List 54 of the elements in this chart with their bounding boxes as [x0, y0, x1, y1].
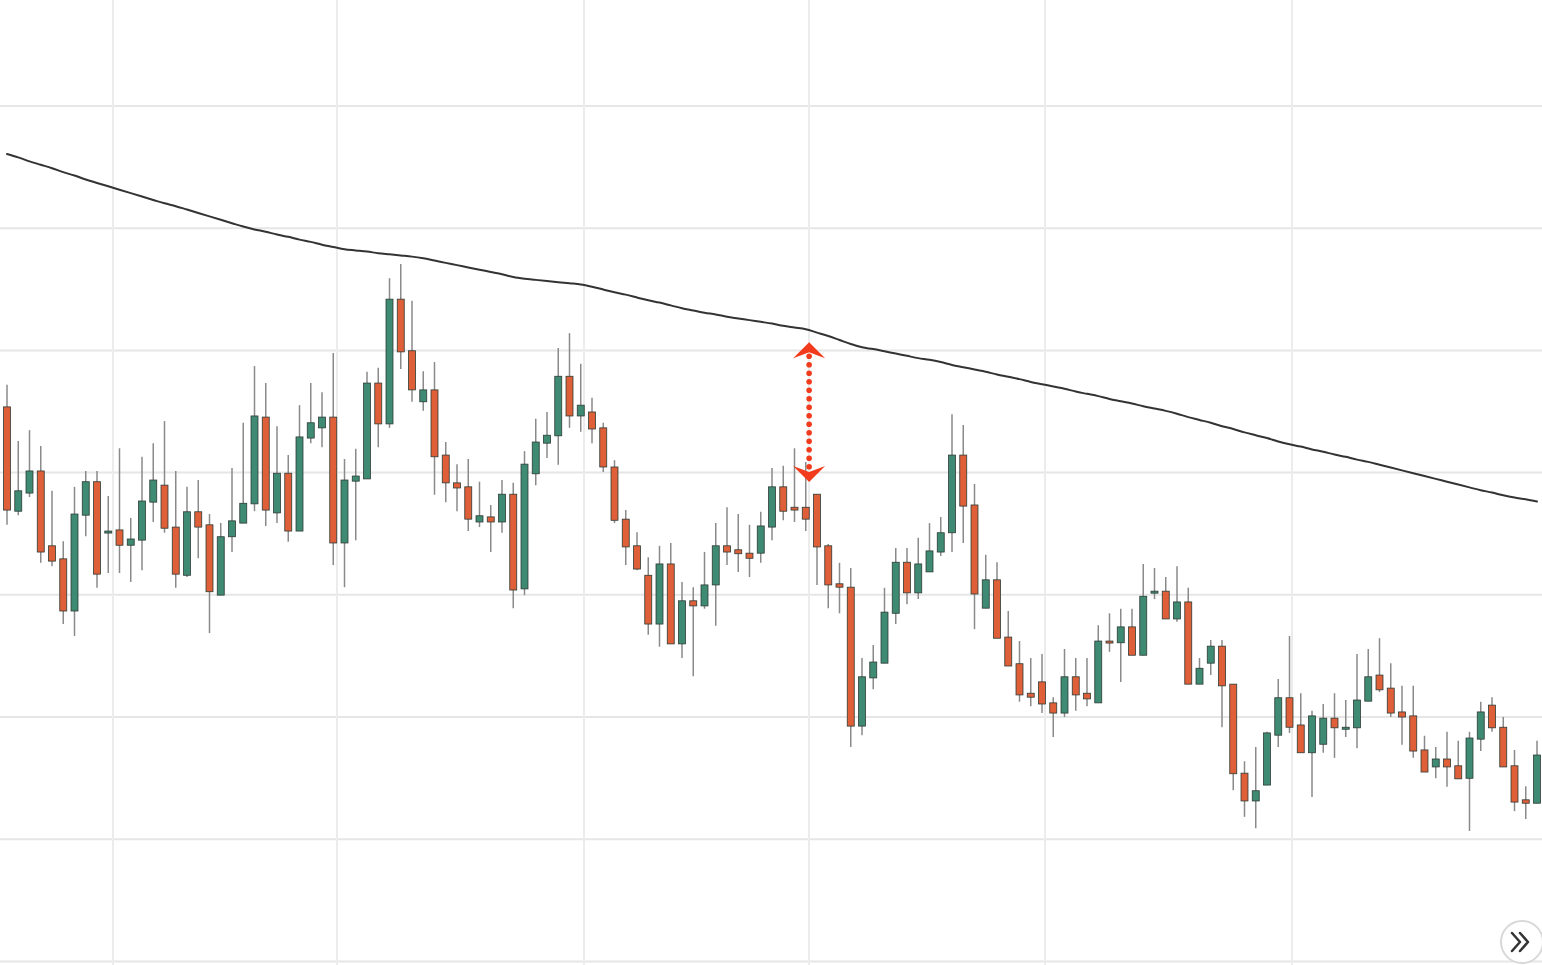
- candlestick: [790, 447, 799, 523]
- candlestick: [1195, 657, 1204, 685]
- candlestick: [1026, 657, 1035, 708]
- candlestick: [48, 490, 56, 567]
- candlestick: [588, 397, 596, 444]
- candlestick: [453, 463, 461, 512]
- candlestick: [1431, 746, 1440, 780]
- candlestick: [1420, 734, 1429, 773]
- candlestick: [734, 513, 743, 573]
- candlestick: [1251, 746, 1260, 829]
- candlestick: [149, 442, 158, 523]
- candlestick: [228, 467, 236, 553]
- candlestick: [1173, 565, 1181, 623]
- candlestick: [104, 495, 113, 574]
- candlestick: [1330, 692, 1339, 759]
- candlestick: [486, 504, 495, 553]
- candlestick: [869, 644, 878, 690]
- candlestick: [633, 531, 641, 571]
- candlestick: [689, 586, 698, 677]
- candlestick: [306, 382, 315, 444]
- candlestick: [1454, 740, 1463, 780]
- candlestick: [126, 517, 135, 583]
- candlestick: [1116, 607, 1125, 683]
- candlestick: [14, 440, 23, 516]
- candlestick: [239, 422, 248, 524]
- candlestick: [723, 506, 731, 566]
- candlestick: [1071, 657, 1080, 712]
- candlestick: [318, 391, 326, 448]
- candlestick: [1206, 639, 1215, 676]
- candlestick: [925, 522, 934, 573]
- candlestick: [25, 429, 34, 498]
- candlestick: [475, 480, 484, 528]
- candlestick: [1083, 657, 1091, 708]
- candlestick: [543, 411, 551, 459]
- candlestick: [936, 516, 945, 557]
- candlestick: [1038, 653, 1046, 714]
- candlestick: [1375, 637, 1384, 693]
- candlestick: [1105, 612, 1114, 653]
- candlestick: [1521, 785, 1530, 820]
- candlestick: [1150, 567, 1159, 600]
- candlestick: [700, 551, 709, 610]
- candlestick: [835, 562, 844, 615]
- candlestick: [194, 479, 203, 560]
- candlestick: [576, 363, 585, 433]
- candlestick: [1443, 731, 1451, 788]
- candlestick: [1488, 696, 1496, 733]
- candlestick: [801, 461, 810, 532]
- candlestick: [1341, 699, 1350, 738]
- candlestick: [115, 447, 124, 574]
- candlestick: [351, 448, 360, 541]
- candlestick: [1398, 685, 1406, 746]
- candlestick: [745, 524, 754, 578]
- candlestick: [1049, 696, 1058, 738]
- candlestick: [419, 370, 428, 412]
